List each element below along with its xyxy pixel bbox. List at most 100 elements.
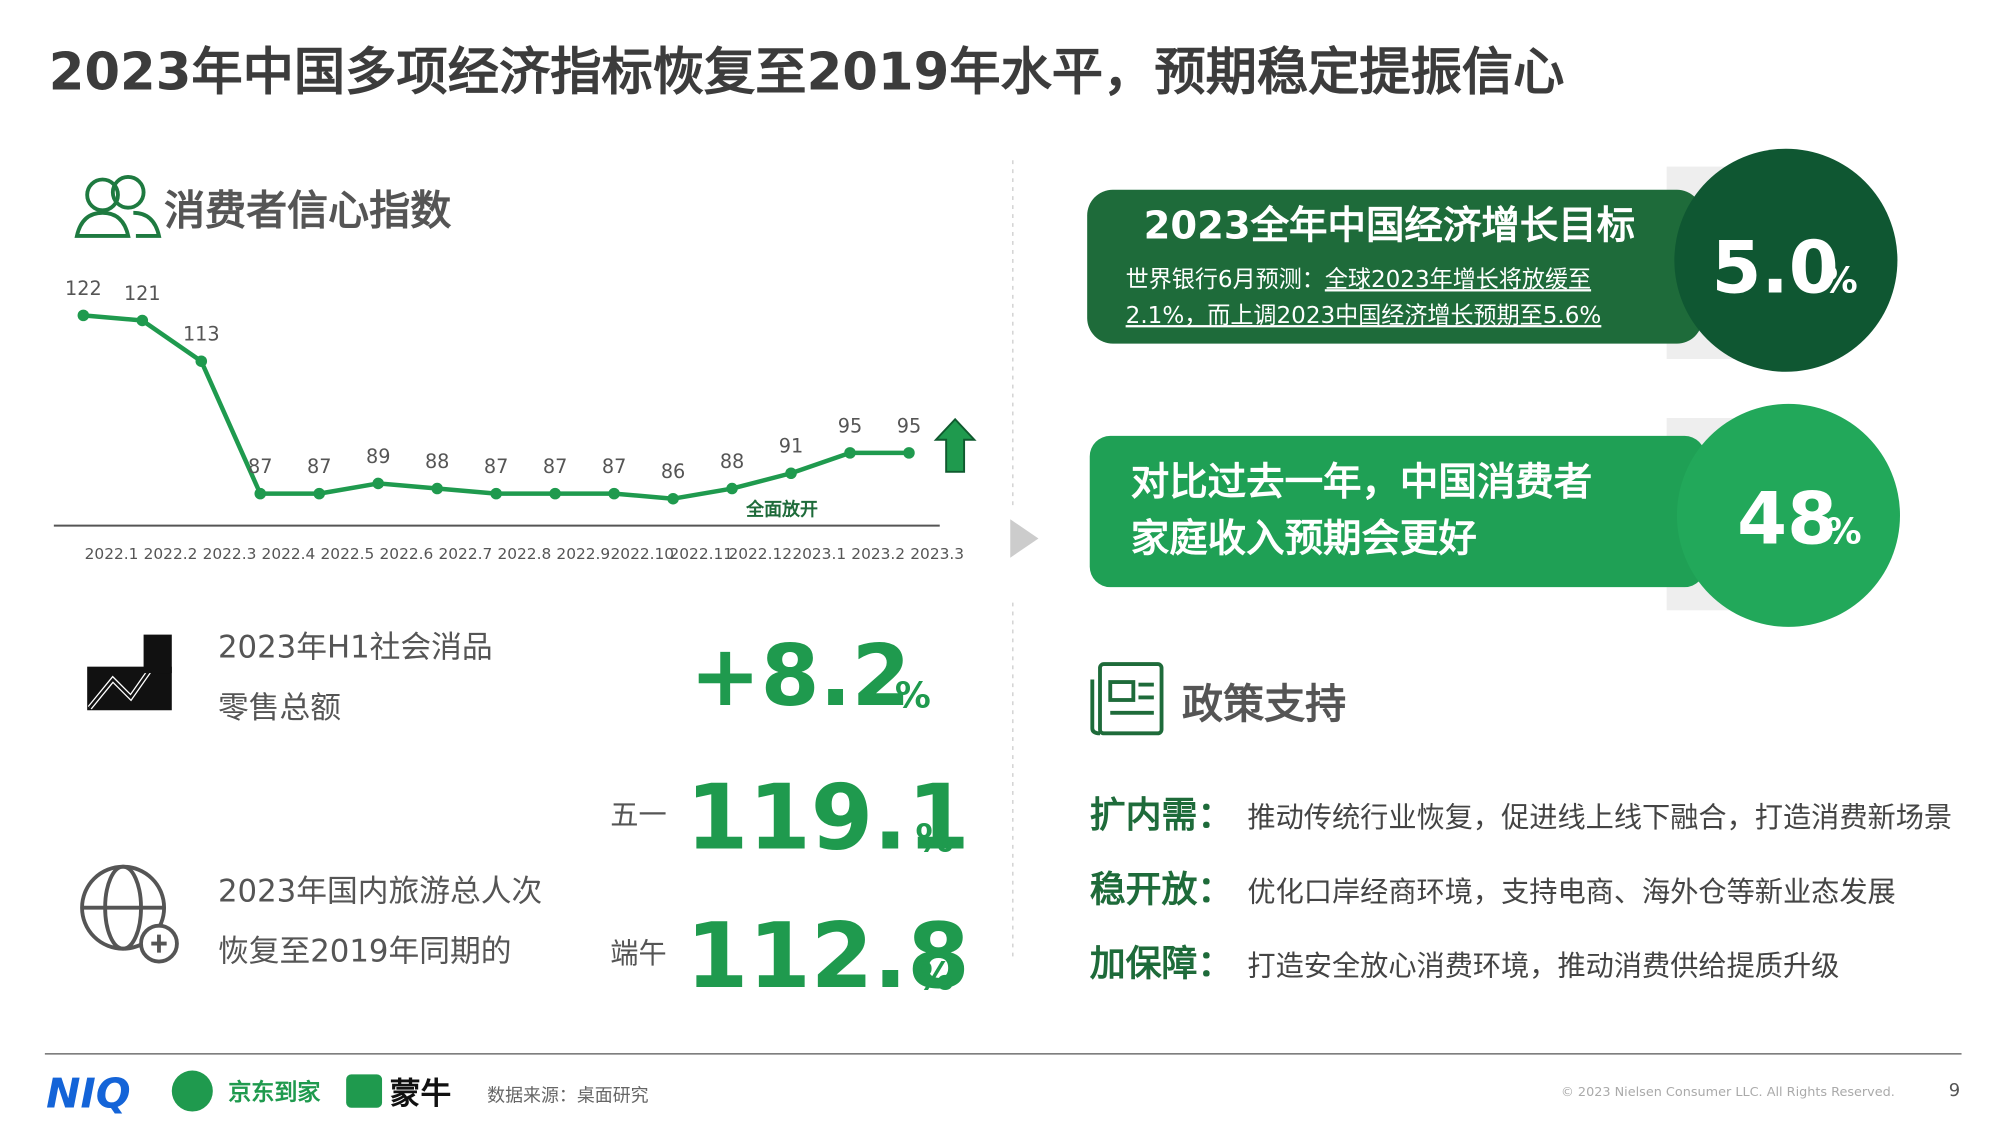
point [195,355,208,367]
copyright: © 2023 Nielsen Consumer LLC. All Rights … [1561,1085,1895,1100]
data-label: 95 [838,414,862,437]
card-text: 家庭收入预期会更好 [1131,516,1477,561]
tourism-unit: % [915,816,954,861]
policy-label: 加保障： [1090,944,1234,985]
tourism-value: 112.8 [686,905,970,1009]
x-tick-label: 2022.11 [669,545,733,563]
point [903,447,915,459]
point [785,467,797,480]
data-label: 87 [248,455,272,478]
card-unit: % [1822,260,1858,301]
data-label: 87 [307,455,331,478]
x-tick-label: 2023.3 [910,545,964,563]
chart-title: 消费者信心指数 [164,186,451,234]
point [726,482,738,495]
data-label: 88 [425,450,449,473]
card [1089,435,1706,588]
globe-icon [80,864,179,964]
card-source: 世界银行6月预测： [1126,267,1325,293]
card-note: 世界银行6月预测：全球2023年增长将放缓至 [1126,267,1591,293]
x-tick-label: 2022.5 [321,545,375,563]
card-circle [1676,403,1900,627]
x-tick-label: 2022.3 [203,545,257,563]
x-tick-label: 2022.2 [144,545,198,563]
data-label: 87 [484,455,508,478]
point [136,314,149,327]
data-label: 89 [366,445,390,468]
x-tick-label: 2022.6 [380,545,434,563]
x-tick-label: 2023.2 [851,545,905,563]
logo: 蒙牛 [390,1076,452,1112]
policy-label: 扩内需： [1090,795,1234,836]
retail-unit: % [895,676,931,717]
card-unit: % [1826,512,1862,553]
logo: 京东到家 [228,1079,321,1106]
point [372,477,384,490]
holiday: 五一 [610,798,666,831]
x-tick-label: 2022.1 [85,545,139,563]
tourism-label: 2023年国内旅游总人次 [218,873,542,909]
card-value: 5.0 [1712,225,1839,309]
point [608,487,620,500]
arrow [1010,519,1039,558]
policy-label: 稳开放： [1090,869,1234,910]
logo: NIQ [46,1070,130,1118]
card-value: 48 [1737,477,1837,561]
data-label: 86 [661,460,685,483]
page-number: 9 [1949,1080,1960,1101]
policy-title: 政策支持 [1182,680,1346,728]
x-tick-label: 2022.9 [556,545,610,563]
card [1087,189,1703,344]
data-label: 113 [183,323,220,346]
point [490,487,502,500]
x-tick-label: 2022.8 [497,545,551,563]
x-tick-label: 2022.10 [611,545,675,563]
point [667,492,679,505]
data-label: 95 [897,414,921,437]
card-title: 2023全年中国经济增长目标 [1144,203,1636,248]
slide-title: 2023年中国多项经济指标恢复至2019年水平，预期稳定提振信心 [49,43,1565,103]
x-tick-label: 2022.7 [438,545,492,563]
x-tick-label: 2023.1 [792,545,846,563]
logo-icon [346,1074,383,1108]
policy-text: 优化口岸经商环境，支持电商、海外仓等新业态发展 [1247,875,1895,908]
chart: 122 2022.1 121 2022.2 113 2022.3 87 2022.4 87 202… [65,277,964,563]
x-tick-label: 2022.12 [728,545,792,563]
card-note-line: 2.1%，而上调2023中国经济增长预期至5.6% [1126,303,1602,329]
point [313,487,325,500]
point [77,309,90,322]
news-icon [1090,662,1164,736]
retail-value: +8.2 [690,626,911,725]
data-label: 122 [65,277,102,300]
point [844,447,856,459]
data-label: 91 [779,435,803,458]
x-tick-label: 2022.4 [262,545,316,563]
source: 数据来源：桌面研究 [487,1085,648,1106]
data-label: 87 [602,455,626,478]
annotation: 全面放开 [745,498,818,520]
card-circle [1674,148,1898,372]
retail-label: 零售总额 [218,690,341,726]
holiday: 端午 [610,937,666,970]
point [431,482,443,495]
data-label: 88 [720,450,744,473]
tourism-value: 119.1 [686,767,970,871]
tourism-unit: % [915,955,954,1000]
chart-icon [87,634,172,711]
retail-label: 2023年H1社会消品 [218,630,493,666]
card-note-line: 全球2023年增长将放缓至 [1325,267,1591,293]
point [549,487,561,500]
data-label: 121 [124,282,161,305]
up-arrow [933,417,977,473]
people-icon [74,175,162,238]
point [254,487,267,500]
policy-text: 打造安全放心消费环境，推动消费供给提质升级 [1247,950,1839,983]
policy-text: 推动传统行业恢复，促进线上线下融合，打造消费新场景 [1247,801,1952,834]
card-text: 对比过去一年，中国消费者 [1131,460,1592,505]
tourism-label: 恢复至2019年同期的 [218,934,512,970]
data-label: 87 [543,455,567,478]
logo-icon [171,1070,213,1112]
